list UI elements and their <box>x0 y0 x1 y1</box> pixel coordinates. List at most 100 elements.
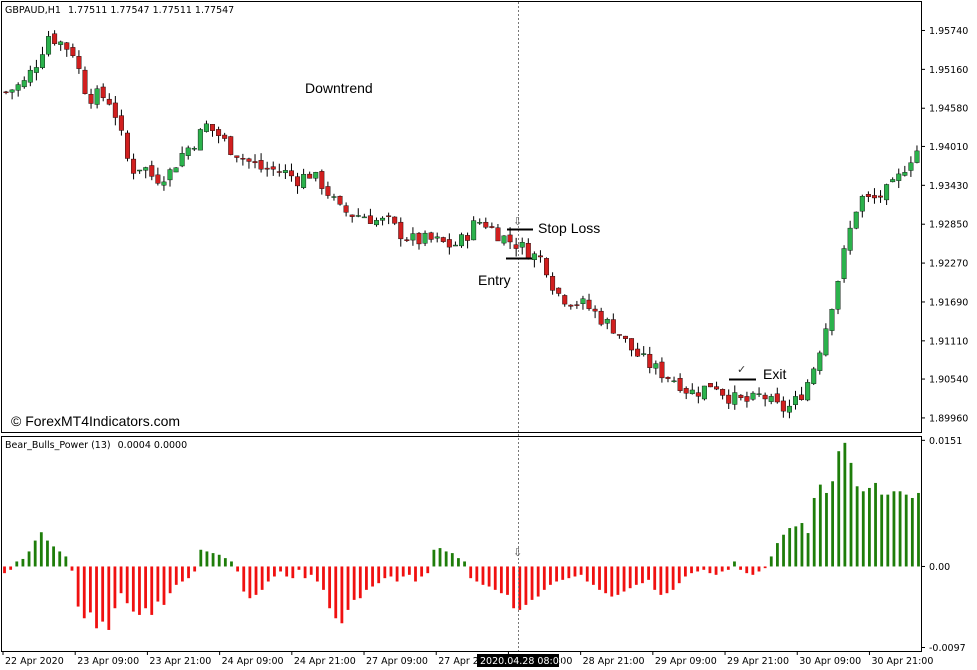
histogram-bar-positive <box>52 546 55 567</box>
histogram-bar-negative <box>622 566 626 592</box>
histogram-bar-positive <box>917 492 920 567</box>
histogram-bar-positive <box>886 494 890 567</box>
bull-candle <box>811 368 817 384</box>
bull-candle <box>653 363 659 369</box>
histogram-bar-positive <box>769 556 773 567</box>
bull-candle <box>167 169 173 181</box>
bull-candle <box>604 319 610 324</box>
histogram-bar-negative <box>739 566 742 570</box>
histogram-bar-negative <box>346 566 350 610</box>
bull-candle <box>58 41 64 45</box>
histogram-bar-negative <box>125 566 129 604</box>
price-tick-label: 1.94010 <box>929 142 968 153</box>
histogram-bar-negative <box>291 566 295 579</box>
bear-candle <box>562 295 568 305</box>
bull-candle <box>143 167 149 171</box>
bull-candle <box>756 393 762 395</box>
bear-candle <box>556 287 562 294</box>
bear-candle <box>483 221 489 228</box>
histogram-bar-positive <box>874 482 877 567</box>
indicator-values: 0.0004 0.0000 <box>118 440 188 451</box>
histogram-bar-negative <box>530 566 534 600</box>
price-chart-panel[interactable] <box>1 1 922 433</box>
histogram-bar-negative <box>573 566 577 577</box>
bear-candle <box>622 335 628 339</box>
histogram-bar-negative <box>469 566 473 579</box>
bull-candle <box>410 233 416 241</box>
histogram-bar-positive <box>892 491 896 567</box>
histogram-bar-negative <box>70 566 74 571</box>
time-tick-label: 30 Apr 09:00 <box>799 656 861 667</box>
histogram-bar-negative <box>549 566 552 585</box>
histogram-bar-negative <box>266 566 270 582</box>
histogram-bar-negative <box>242 566 246 592</box>
bull-candle <box>137 169 143 172</box>
bear-candle <box>392 216 398 224</box>
histogram-bar-positive <box>21 558 25 567</box>
bull-candle <box>301 174 307 188</box>
price-tick-label: 1.91110 <box>929 336 968 347</box>
ohlc-values: 1.77511 1.77547 1.77511 1.77547 <box>68 5 234 16</box>
bear-candle <box>386 215 392 217</box>
histogram-bar-positive <box>831 481 835 567</box>
histogram-bar-negative <box>579 566 583 575</box>
histogram-bar-negative <box>426 566 430 574</box>
bull-candle <box>835 281 841 310</box>
bear-candle <box>295 176 301 187</box>
histogram-bar-negative <box>365 566 368 590</box>
histogram-bar-negative <box>119 566 123 594</box>
bear-candle <box>3 91 9 94</box>
histogram-bar-negative <box>634 566 638 585</box>
histogram-bar-negative <box>524 566 528 605</box>
price-axis: 1.95740 1.95160 1.94580 1.94010 1.93430 1.928… <box>921 26 968 424</box>
histogram-bar-negative <box>714 566 718 575</box>
histogram-bar-positive <box>910 497 914 567</box>
bear-candle <box>695 392 701 397</box>
bear-candle <box>799 394 805 400</box>
time-cursor-box <box>477 654 559 667</box>
bear-candle <box>616 334 622 336</box>
bull-candle <box>841 248 847 279</box>
bear-candle <box>568 304 574 307</box>
histogram-bar-positive <box>444 551 448 567</box>
time-tick-label: 24 Apr 09:00 <box>222 656 284 667</box>
indicator-name: Bear_Bulls_Power (13) <box>5 440 111 451</box>
bull-candle <box>197 129 203 151</box>
bull-candle <box>422 232 428 244</box>
bear-candle <box>288 170 294 177</box>
bear-candle <box>714 386 720 390</box>
bear-candle <box>112 102 118 118</box>
histogram-bar-negative <box>162 566 166 605</box>
time-tick-label: 23 Apr 21:00 <box>149 656 211 667</box>
bear-candle <box>865 194 871 197</box>
histogram-bar-negative <box>751 566 755 575</box>
bear-candle <box>52 33 58 44</box>
bull-candle <box>641 353 647 355</box>
bull-candle <box>902 172 908 176</box>
histogram-bar-positive <box>438 548 442 567</box>
time-cursor-label: 2020.04.28 08:00 <box>480 656 565 667</box>
histogram-bar-negative <box>512 566 516 609</box>
indicator-tick-label: 0.00 <box>929 562 950 573</box>
bull-candle <box>671 380 677 383</box>
bear-candle <box>659 361 665 379</box>
histogram-bar-positive <box>463 561 466 567</box>
histogram-bar-negative <box>659 566 663 595</box>
bull-candle <box>477 222 483 224</box>
histogram-bar-negative <box>131 566 135 612</box>
bull-candle <box>27 69 33 83</box>
histogram-bar-positive <box>788 528 792 567</box>
bull-candle <box>94 88 100 105</box>
candlestick-series <box>3 30 920 419</box>
bear-candle <box>708 383 713 388</box>
bear-candle <box>744 396 750 402</box>
bear-candle <box>635 348 641 357</box>
bear-candle <box>234 155 240 158</box>
histogram-bar-negative <box>745 566 749 574</box>
bull-candle <box>750 392 756 400</box>
bear-candle <box>307 173 313 179</box>
bear-candle <box>780 400 786 412</box>
histogram-bar-positive <box>58 551 62 567</box>
indicator-panel[interactable] <box>1 436 922 652</box>
